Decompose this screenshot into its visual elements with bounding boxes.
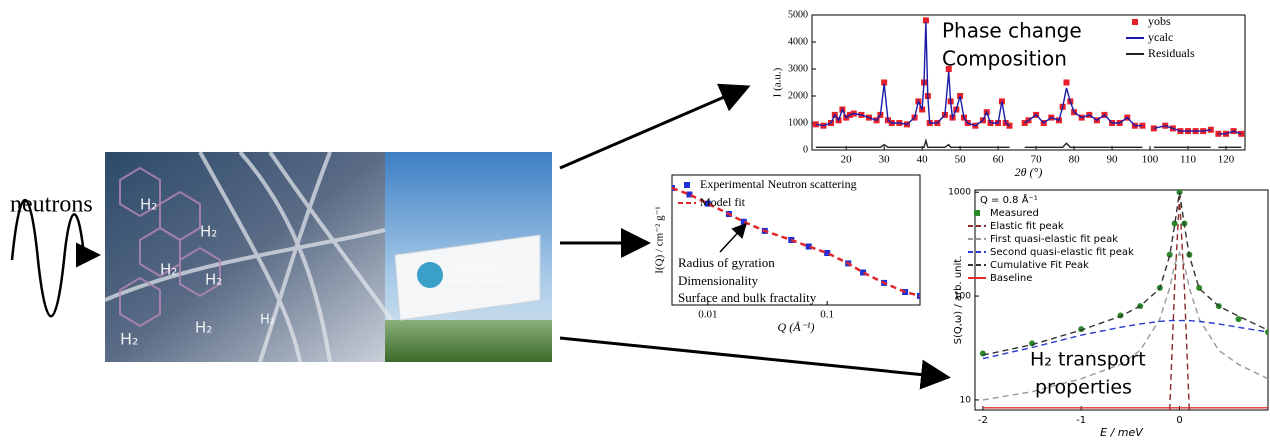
- photo-label: H₂: [120, 330, 138, 349]
- annotation: Q = 0.8 Å⁻¹: [980, 193, 1038, 206]
- x-tick-label: 50: [955, 154, 967, 166]
- photo-label: H₂: [140, 196, 157, 214]
- legend-swatch: [974, 210, 980, 216]
- y-tick-label: 1000: [788, 117, 808, 128]
- chart: 0.01 0.1 Q (Å⁻¹) I(Q) / cm⁻² g⁻¹ Experimenta…: [654, 175, 923, 334]
- x-tick-label: 30: [879, 154, 891, 166]
- arrow: [560, 338, 945, 377]
- legend-label: Measured: [990, 208, 1039, 219]
- y-axis-label: S(Q,ω) / arb. unit.: [953, 256, 964, 345]
- x-tick-label: 0.1: [820, 309, 834, 321]
- arrow: [560, 88, 745, 168]
- x-tick-label: 110: [1180, 154, 1197, 166]
- y-tick-label: 5000: [788, 9, 808, 20]
- photo-label: H₂: [260, 313, 275, 328]
- photo-label: H₂: [200, 223, 217, 241]
- x-tick-label: 60: [993, 154, 1005, 166]
- data-point: [1238, 131, 1244, 137]
- photo-label: H₂: [195, 319, 212, 337]
- y-tick-label: 1000: [948, 188, 971, 198]
- x-tick-label: 20: [841, 154, 853, 166]
- y-tick-label: 3000: [788, 63, 808, 74]
- legend-label: yobs: [1148, 14, 1171, 28]
- x-axis-label: 2θ (°): [1015, 165, 1043, 179]
- legend-label: Experimental Neutron scattering: [700, 177, 857, 191]
- photo-label: H₂: [205, 271, 222, 289]
- chart: 20 30 40 50 60 70 80 90 100 110 120 0 1000 2000 3000 40…: [772, 9, 1245, 178]
- legend-swatch: [1132, 19, 1138, 25]
- legend-label: Second quasi-elastic fit peak: [990, 247, 1134, 258]
- x-axis-label: E / meV: [1100, 426, 1144, 439]
- photo-label: H₂: [160, 261, 177, 279]
- annotation: Radius of gyration: [678, 255, 775, 270]
- x-tick-label: 90: [1107, 154, 1119, 166]
- annotation: properties: [1035, 377, 1132, 399]
- y-axis-label: I(Q) / cm⁻² g⁻¹: [654, 206, 666, 273]
- photo-label: HYDROGEN: [450, 264, 496, 273]
- data-point: [1063, 80, 1069, 86]
- y-axis-label: I (a.u.): [772, 67, 784, 97]
- legend-label: First quasi-elastic fit peak: [990, 234, 1118, 245]
- legend-label: ycalc: [1148, 30, 1173, 44]
- x-tick-label: 120: [1218, 154, 1235, 166]
- annotation: Dimensionality: [678, 273, 759, 288]
- y-tick-label: 10: [960, 395, 972, 405]
- data-point: [980, 350, 986, 356]
- data-point: [1236, 316, 1242, 322]
- legend-label: Elastic fit peak: [990, 221, 1064, 232]
- annotation: Phase change: [942, 19, 1082, 43]
- legend-label: Residuals: [1148, 46, 1195, 60]
- legend-label: Model fit: [700, 195, 746, 209]
- y-tick-label: 0: [803, 144, 808, 155]
- annotation: H₂ transport: [1030, 349, 1146, 371]
- x-tick-label: -1: [1076, 415, 1086, 426]
- x-tick-label: 0: [1176, 415, 1182, 426]
- figure: neutrons H₂H₂H₂H₂H₂H₂H₂HYDROGENENERGY ST…: [0, 0, 1270, 448]
- x-tick-label: 100: [1142, 154, 1159, 166]
- legend-label: Baseline: [990, 273, 1032, 284]
- page: neutrons H₂H₂H₂H₂H₂H₂H₂HYDROGENENERGY ST…: [0, 0, 1270, 448]
- x-tick-label: 70: [1031, 154, 1043, 166]
- photo-label: ENERGY STORAGE: [450, 279, 505, 286]
- x-tick-label: 0.01: [698, 309, 717, 321]
- legend-label: Cumulative Fit Peak: [990, 260, 1089, 271]
- annotation: Surface and bulk fractality: [678, 290, 817, 305]
- legend-swatch: [684, 182, 690, 188]
- annotation: Composition: [942, 47, 1067, 71]
- x-tick-label: 40: [917, 154, 929, 166]
- y-tick-label: 2000: [788, 90, 808, 101]
- x-tick-label: 80: [1069, 154, 1081, 166]
- photo: [105, 152, 552, 362]
- y-tick-label: 4000: [788, 36, 808, 47]
- x-axis-label: Q (Å⁻¹): [778, 320, 815, 334]
- x-tick-label: -2: [978, 415, 988, 426]
